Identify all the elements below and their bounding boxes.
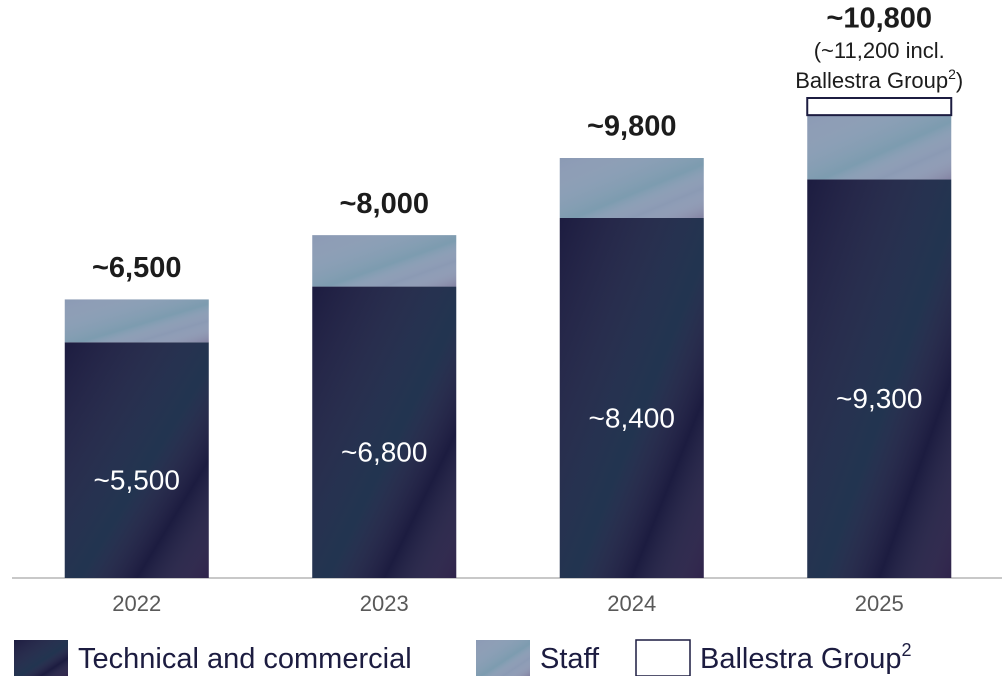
legend-sheen (476, 640, 530, 676)
bar-sheen (807, 179, 952, 578)
legend-sheen (14, 640, 68, 676)
legend-name: Technical and commercial (78, 643, 412, 675)
value-label: ~6,800 (341, 437, 427, 468)
annotation-close: ) (956, 68, 963, 93)
legend-name: Staff (540, 643, 600, 675)
bar-sheen (559, 218, 704, 578)
annotation: Ballestra Group2) (795, 66, 963, 93)
annotation: (~11,200 incl. (814, 38, 945, 63)
annotation-text: Ballestra Group (795, 68, 948, 93)
value-label: ~5,500 (94, 465, 180, 496)
bar-sheen (64, 299, 209, 343)
x-tick-label: 2025 (855, 591, 904, 616)
bar-sheen (312, 286, 457, 578)
total-label: ~9,800 (587, 111, 677, 143)
bar-segment (806, 97, 953, 117)
bar-sheen (312, 235, 457, 287)
x-tick-label: 2024 (607, 591, 656, 616)
value-label: ~8,400 (589, 402, 675, 433)
bar-sheen (807, 115, 952, 180)
bar-sheen (559, 158, 704, 218)
value-label: ~9,300 (836, 383, 922, 414)
total-label: ~8,000 (339, 188, 429, 220)
legend-name: Ballestra Group (700, 643, 902, 675)
bar-sheen (64, 342, 209, 578)
footnote: 2 (902, 640, 912, 660)
legend-label: Ballestra Group2 (700, 640, 912, 675)
legend-label: Staff (540, 643, 600, 675)
total-label: ~6,500 (92, 252, 182, 284)
legend-swatch (635, 639, 691, 676)
legend-label: Technical and commercial (78, 643, 412, 675)
x-tick-label: 2022 (112, 591, 161, 616)
footnote: 2 (948, 66, 956, 82)
total-label: ~10,800 (826, 3, 932, 35)
x-tick-label: 2023 (360, 591, 409, 616)
